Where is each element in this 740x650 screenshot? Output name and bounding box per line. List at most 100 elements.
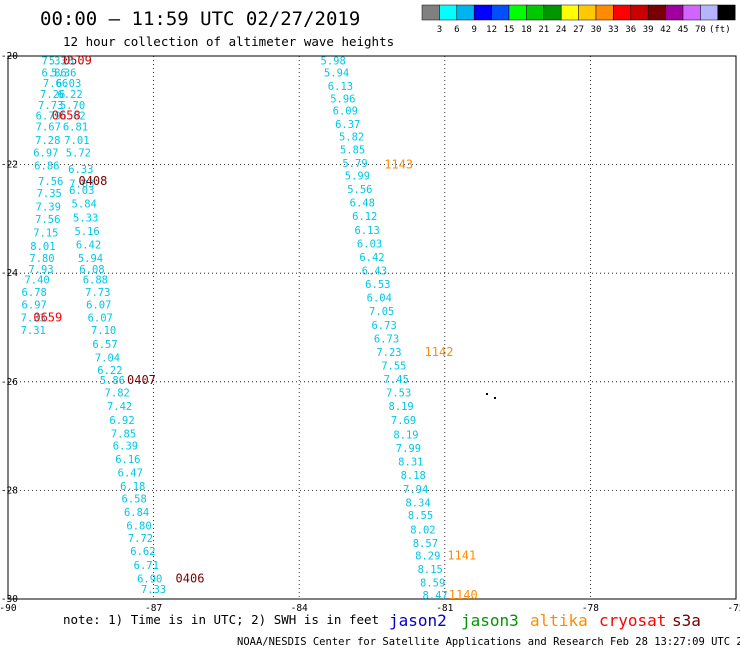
wave-height-label: 6.39 [113, 440, 138, 452]
wave-height-label: 8.15 [418, 564, 443, 576]
wave-height-label: 7.33 [141, 584, 166, 596]
chart-subtitle: 12 hour collection of altimeter wave hei… [63, 34, 394, 49]
wave-height-label: 6.13 [354, 225, 379, 237]
wave-height-label: 5.82 [339, 131, 364, 143]
colorbar-label: 18 [521, 25, 532, 35]
wave-height-label: 7.03 [69, 179, 94, 191]
colorbar-swatch [439, 4, 458, 21]
x-axis-ticks: -90 -87 -84 -81 -78 -75 [0, 603, 740, 614]
pass-time-label: 0509 [63, 53, 92, 67]
y-tick-label: -20 [1, 51, 18, 62]
colorbar: 3 6 9 12 15 18 21 24 27 30 33 36 39 42 45 70 (ft) [421, 4, 736, 35]
colorbar-swatch [595, 4, 614, 21]
y-tick-label: -28 [1, 485, 18, 496]
pass-time-label: 0407 [127, 373, 156, 387]
colorbar-swatch [630, 4, 649, 21]
colorbar-label: 33 [608, 25, 619, 35]
wave-height-label: 6.09 [333, 105, 358, 117]
y-tick-label: -24 [1, 268, 18, 279]
wave-height-label: 6.73 [371, 320, 396, 332]
pass-time-label: 0659 [33, 311, 62, 325]
wave-height-label: 8.55 [408, 510, 433, 522]
colorbar-label: 27 [573, 25, 584, 35]
wave-height-label: 7.45 [384, 374, 409, 386]
wave-height-label: 5.94 [78, 253, 103, 265]
legend-entry: jason3 [461, 611, 519, 630]
wave-height-label: 6.71 [134, 560, 159, 572]
wave-height-label: 6.07 [88, 313, 113, 325]
plot-frame [7, 55, 737, 600]
wave-height-label: 6.08 [79, 264, 104, 276]
colorbar-label: (ft) [709, 25, 731, 35]
wave-height-label: 6.03 [357, 238, 382, 250]
wave-height-label: 5.99 [345, 170, 370, 182]
legend-entry: jason2 [389, 611, 447, 630]
pass-time-label: 1141 [447, 549, 476, 563]
wave-height-label: 7.67 [36, 122, 61, 134]
legend-entry: s3a [672, 611, 701, 630]
chart-title: 00:00 – 11:59 UTC 02/27/2019 [40, 8, 360, 30]
wave-height-label: 6.73 [374, 333, 399, 345]
wave-height-label: 7.72 [128, 533, 153, 545]
y-axis-ticks: -20 -22 -24 -26 -28 -30 [1, 51, 18, 605]
wave-height-label: 6.07 [86, 300, 111, 312]
y-tick-label: -22 [1, 160, 18, 171]
pass-time-label: 0408 [78, 174, 107, 188]
wave-height-label: 7.01 [64, 135, 89, 147]
wave-height-label: 6.03 [69, 185, 94, 197]
colorbar-swatch [613, 4, 632, 21]
wave-height-label: 6.12 [352, 211, 377, 223]
colorbar-swatch [560, 4, 579, 21]
wave-height-points: 7.335.286.865.367.666.037.266.227.735.70… [21, 55, 448, 602]
wave-height-label: 7.73 [85, 287, 110, 299]
colorbar-swatch [665, 4, 684, 21]
wave-height-label: 6.57 [92, 339, 117, 351]
colorbar-swatch [473, 4, 492, 21]
wave-height-label: 7.42 [107, 401, 132, 413]
wave-height-label: 6.58 [122, 494, 147, 506]
wave-height-label: 6.18 [120, 481, 145, 493]
wave-height-label: 5.98 [321, 55, 346, 67]
wave-height-label: 7.73 [38, 100, 63, 112]
wave-height-label: 5.79 [342, 158, 367, 170]
wave-height-label: 5.96 [330, 93, 355, 105]
wave-height-label: 6.22 [97, 365, 122, 377]
colorbar-swatch [578, 4, 597, 21]
wave-height-label: 7.35 [37, 188, 62, 200]
wave-height-label: 7.26 [40, 89, 65, 101]
wave-height-label: 6.97 [33, 148, 58, 160]
y-tick-label: -26 [1, 377, 18, 388]
wave-height-label: 6.16 [115, 454, 140, 466]
wave-height-label: 7.31 [21, 325, 46, 337]
colorbar-swatch [508, 4, 527, 21]
legend-entry: altika [530, 611, 588, 630]
wave-height-label: 7.99 [396, 443, 421, 455]
colorbar-label: 6 [454, 25, 459, 35]
wave-height-label: 6.88 [83, 275, 108, 287]
wave-height-label: 8.02 [410, 524, 435, 536]
wave-height-label: 5.85 [340, 144, 365, 156]
wave-height-label: 6.86 [41, 67, 66, 79]
colorbar-label: 21 [538, 25, 549, 35]
wave-height-label: 7.23 [376, 347, 401, 359]
x-tick-label: -87 [145, 603, 162, 614]
legend: jason2 jason3 altika cryosat s3a [389, 611, 701, 630]
wave-height-label: 8.59 [420, 578, 445, 590]
colorbar-swatch [682, 4, 701, 21]
x-tick-label: -84 [291, 603, 308, 614]
wave-height-label: 6.47 [118, 467, 143, 479]
wave-height-label: 6.13 [328, 81, 353, 93]
wave-height-label: 8.01 [30, 241, 55, 253]
wave-height-label: 8.19 [393, 429, 418, 441]
wave-height-label: 7.82 [105, 388, 130, 400]
wave-height-label: 6.80 [126, 521, 151, 533]
wave-height-label: 6.62 [60, 111, 85, 123]
wave-height-label: 6.97 [22, 300, 47, 312]
colorbar-swatch [456, 4, 475, 21]
wave-height-label: 6.92 [109, 415, 134, 427]
wave-height-label: 6.37 [335, 119, 360, 131]
legend-entry: cryosat [599, 611, 666, 630]
wave-height-label: 7.15 [33, 227, 58, 239]
colorbar-label: 24 [556, 25, 567, 35]
stray-mark [494, 397, 496, 399]
